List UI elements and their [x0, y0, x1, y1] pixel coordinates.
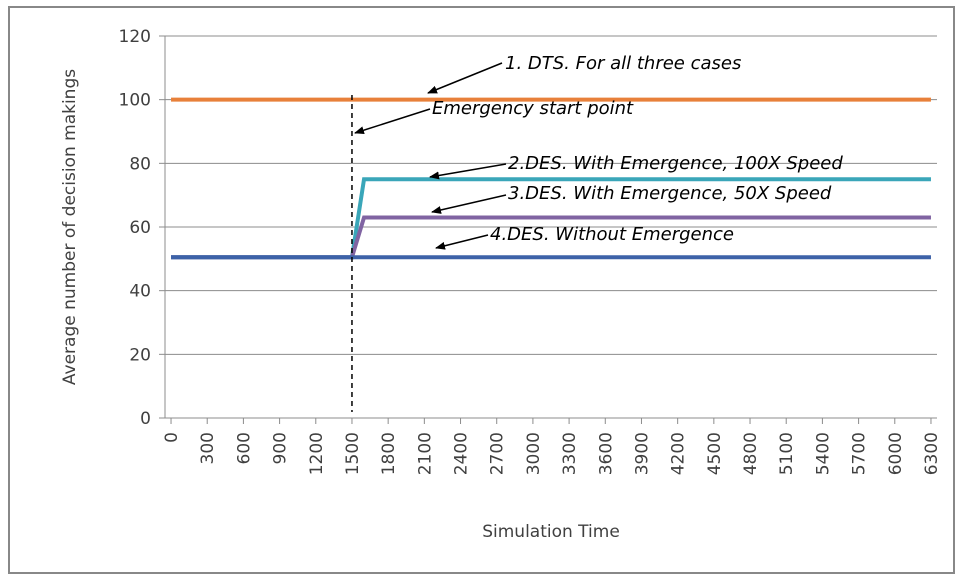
x-tick-label: 1800 [379, 432, 399, 475]
x-tick-label: 900 [271, 432, 291, 464]
annotation-arrow [354, 108, 431, 135]
y-tick-label: 80 [129, 154, 151, 174]
x-tick-label: 3000 [524, 432, 544, 475]
y-axis-label: Average number of decision makings [60, 69, 80, 385]
x-tick-label: 0 [162, 432, 182, 443]
x-tick-label: 6300 [922, 432, 942, 475]
x-axis-label: Simulation Time [482, 522, 620, 542]
x-tick-label: 5700 [850, 432, 870, 475]
annotation: 3.DES. With Emergence, 50X Speed [508, 183, 832, 204]
annotation: 1. DTS. For all three cases [505, 53, 741, 74]
x-tick-label: 5400 [813, 432, 833, 475]
y-tick-label: 40 [129, 282, 151, 302]
x-tick-label: 1200 [307, 432, 327, 475]
x-tick-label: 2700 [488, 432, 508, 475]
y-tick-label: 120 [119, 27, 151, 47]
annotation-arrow [431, 194, 507, 214]
x-tick-label: 3300 [560, 432, 580, 475]
annotation-arrow [427, 62, 503, 94]
frame [8, 6, 955, 574]
y-tick-label: 60 [129, 218, 151, 238]
annotation-arrow [435, 234, 489, 250]
x-tick-label: 4500 [705, 432, 725, 475]
y-tick-label: 100 [119, 91, 151, 111]
y-tick-label: 20 [129, 345, 151, 365]
y-tick-label: 0 [140, 409, 151, 429]
x-tick-label: 3900 [632, 432, 652, 475]
annotation-arrow [429, 163, 507, 180]
x-tick-label: 6000 [886, 432, 906, 475]
annotation: Emergency start point [432, 98, 634, 119]
x-tick-label: 600 [234, 432, 254, 464]
annotation: 4.DES. Without Emergence [490, 224, 734, 245]
x-tick-label: 2100 [415, 432, 435, 475]
annotation: 2.DES. With Emergence, 100X Speed [508, 153, 843, 174]
x-tick-label: 1500 [343, 432, 363, 475]
x-tick-label: 5100 [777, 432, 797, 475]
x-tick-label: 300 [198, 432, 218, 464]
x-tick-label: 2400 [452, 432, 472, 475]
x-tick-label: 4800 [741, 432, 761, 475]
x-tick-label: 3600 [596, 432, 616, 475]
x-tick-label: 4200 [669, 432, 689, 475]
